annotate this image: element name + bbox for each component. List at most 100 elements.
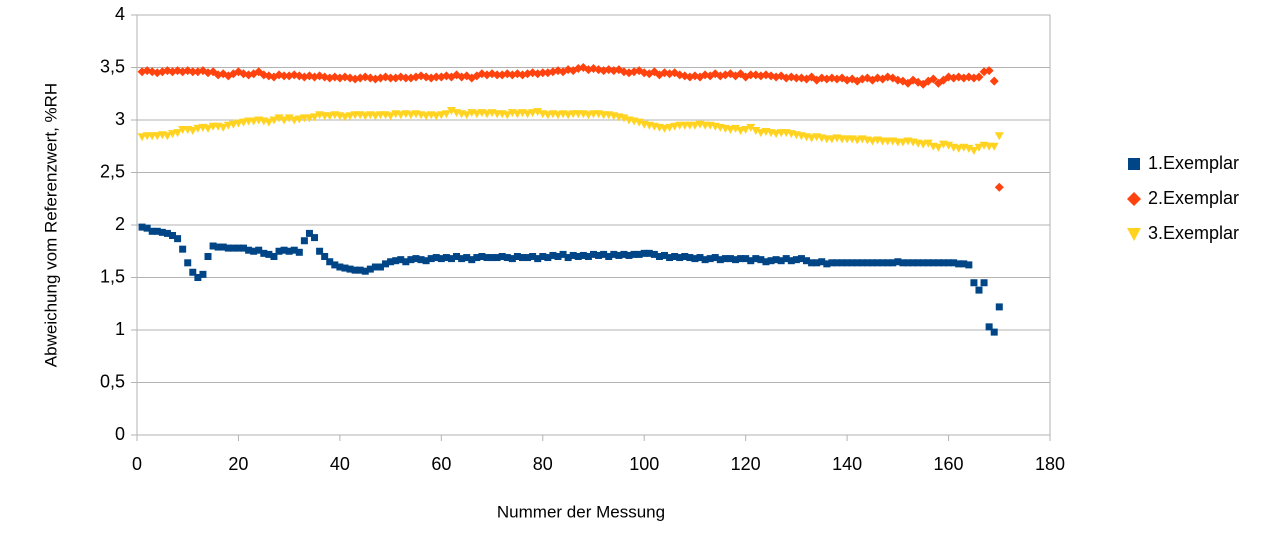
legend-label: 3.Exemplar xyxy=(1148,223,1239,243)
point xyxy=(360,112,370,121)
point xyxy=(909,259,917,267)
y-tick-label: 3 xyxy=(115,109,125,129)
point xyxy=(169,232,177,239)
point xyxy=(472,110,482,119)
point xyxy=(924,259,932,267)
y-tick-label: 4 xyxy=(115,4,125,24)
point xyxy=(721,255,729,263)
point xyxy=(985,323,993,331)
point xyxy=(336,263,344,271)
y-tick-label: 1,5 xyxy=(100,266,125,286)
point xyxy=(989,76,999,86)
y-tick-label: 1 xyxy=(115,319,125,339)
point xyxy=(366,265,374,273)
point xyxy=(229,244,237,252)
point xyxy=(792,256,800,264)
x-tick-label: 20 xyxy=(228,454,248,474)
point xyxy=(737,255,745,263)
point xyxy=(650,250,658,258)
y-axis-label: Abweichung vom Referenzwert, %RH xyxy=(41,83,60,367)
point xyxy=(808,259,816,267)
point xyxy=(274,114,284,123)
point xyxy=(482,110,492,119)
point xyxy=(478,253,486,260)
point xyxy=(249,117,259,126)
point xyxy=(995,303,1003,311)
point xyxy=(625,251,633,259)
point xyxy=(767,257,775,265)
point xyxy=(203,124,213,133)
point xyxy=(559,250,567,258)
point xyxy=(686,254,694,262)
point xyxy=(620,250,628,258)
point xyxy=(868,259,876,267)
point xyxy=(224,244,232,252)
point xyxy=(345,112,355,121)
point xyxy=(341,264,349,272)
point xyxy=(392,257,400,265)
point xyxy=(168,130,178,139)
point xyxy=(356,266,364,274)
point xyxy=(828,259,836,267)
point xyxy=(974,72,984,82)
point xyxy=(158,228,166,236)
point xyxy=(269,116,279,125)
point xyxy=(813,259,821,267)
point xyxy=(492,70,502,80)
point xyxy=(867,137,877,146)
point xyxy=(823,260,831,268)
point xyxy=(218,123,228,132)
point xyxy=(752,255,760,263)
point xyxy=(701,256,709,264)
point xyxy=(163,229,171,237)
point xyxy=(174,235,182,243)
y-tick-label: 0 xyxy=(115,424,125,444)
point xyxy=(746,70,756,80)
point xyxy=(884,259,892,267)
point xyxy=(731,124,741,133)
point xyxy=(747,257,755,265)
point xyxy=(458,255,466,263)
point xyxy=(289,116,299,125)
point xyxy=(524,254,532,262)
point xyxy=(290,246,298,254)
point xyxy=(791,73,801,83)
point xyxy=(279,116,289,125)
point xyxy=(945,259,953,267)
point xyxy=(463,254,471,262)
point xyxy=(209,242,217,250)
point xyxy=(889,259,897,267)
point xyxy=(955,260,963,268)
point xyxy=(325,112,335,121)
point xyxy=(361,267,369,275)
point xyxy=(950,259,958,267)
point xyxy=(421,112,431,121)
y-tick-label: 2 xyxy=(115,214,125,234)
y-tick-label: 3,5 xyxy=(100,56,125,76)
plot-area xyxy=(136,14,1051,436)
legend-marker xyxy=(1127,192,1141,206)
point xyxy=(615,251,623,259)
point xyxy=(994,182,1004,192)
point xyxy=(818,258,826,266)
point xyxy=(483,254,491,262)
point xyxy=(660,124,670,133)
point xyxy=(193,124,203,133)
point xyxy=(386,73,396,83)
point xyxy=(879,259,887,267)
point xyxy=(665,123,675,132)
point xyxy=(513,253,521,260)
point xyxy=(583,111,593,120)
point xyxy=(756,129,766,138)
point xyxy=(939,259,947,267)
point xyxy=(605,253,613,260)
point xyxy=(645,249,653,257)
point xyxy=(137,133,147,142)
point xyxy=(746,123,756,132)
point xyxy=(194,274,202,281)
x-tick-label: 60 xyxy=(431,454,451,474)
point xyxy=(512,110,522,119)
point xyxy=(245,246,253,254)
point xyxy=(919,259,927,267)
point xyxy=(691,255,699,263)
